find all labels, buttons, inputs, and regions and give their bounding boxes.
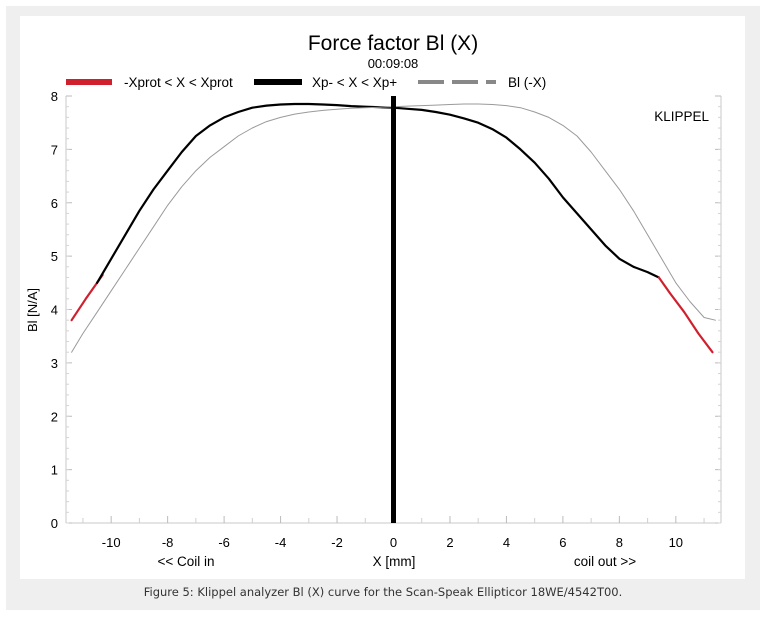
y-tick-label: 0 <box>51 516 58 531</box>
x-axis-label: X [mm] <box>373 554 416 569</box>
x-tick-label: 8 <box>616 535 623 550</box>
y-tick-label: 2 <box>51 409 58 424</box>
x-tick-label: -10 <box>102 535 121 550</box>
y-tick-label: 8 <box>51 89 58 104</box>
coil-out-annotation: coil out >> <box>574 554 636 569</box>
x-tick-label: 2 <box>446 535 453 550</box>
y-tick-label: 5 <box>51 249 58 264</box>
series-line-xprot-range <box>657 276 714 354</box>
legend-label: -Xprot < X < Xprot <box>124 75 233 90</box>
legend-label: Bl (-X) <box>508 75 546 90</box>
y-tick-label: 4 <box>51 303 58 318</box>
chart-axes: 0 1 2 3 4 5 6 7 8 -10 -8 -6 -4 -2 0 2 4 6 8 10 <box>51 89 722 550</box>
chart-panel <box>20 16 745 579</box>
x-tick-label: 6 <box>559 535 566 550</box>
x-tick-label: -4 <box>275 535 287 550</box>
x-tick-label: -6 <box>218 535 230 550</box>
chart-subtitle: 00:09:08 <box>368 56 419 71</box>
legend-label: Xp- < X < Xp+ <box>312 75 397 90</box>
x-tick-label: 0 <box>390 535 397 550</box>
series-line-xp-range <box>96 102 660 284</box>
coil-in-annotation: << Coil in <box>157 554 214 569</box>
figure-caption: Figure 5: Klippel analyzer Bl (X) curve … <box>143 585 623 599</box>
y-tick-label: 6 <box>51 196 58 211</box>
chart-series <box>70 96 716 523</box>
klippel-brand: KLIPPEL <box>654 109 709 124</box>
y-tick-label: 1 <box>51 463 58 478</box>
chart-legend: -Xprot < X < Xprot Xp- < X < Xp+ Bl (-X) <box>66 75 546 90</box>
x-tick-label: 10 <box>669 535 683 550</box>
chart-title: Force factor Bl (X) <box>308 32 478 55</box>
x-tick-label: -8 <box>162 535 174 550</box>
x-tick-label: -2 <box>331 535 343 550</box>
y-tick-label: 7 <box>51 142 58 157</box>
y-axis-label: Bl [N/A] <box>25 288 40 332</box>
y-tick-label: 3 <box>51 356 58 371</box>
x-tick-label: 4 <box>503 535 510 550</box>
